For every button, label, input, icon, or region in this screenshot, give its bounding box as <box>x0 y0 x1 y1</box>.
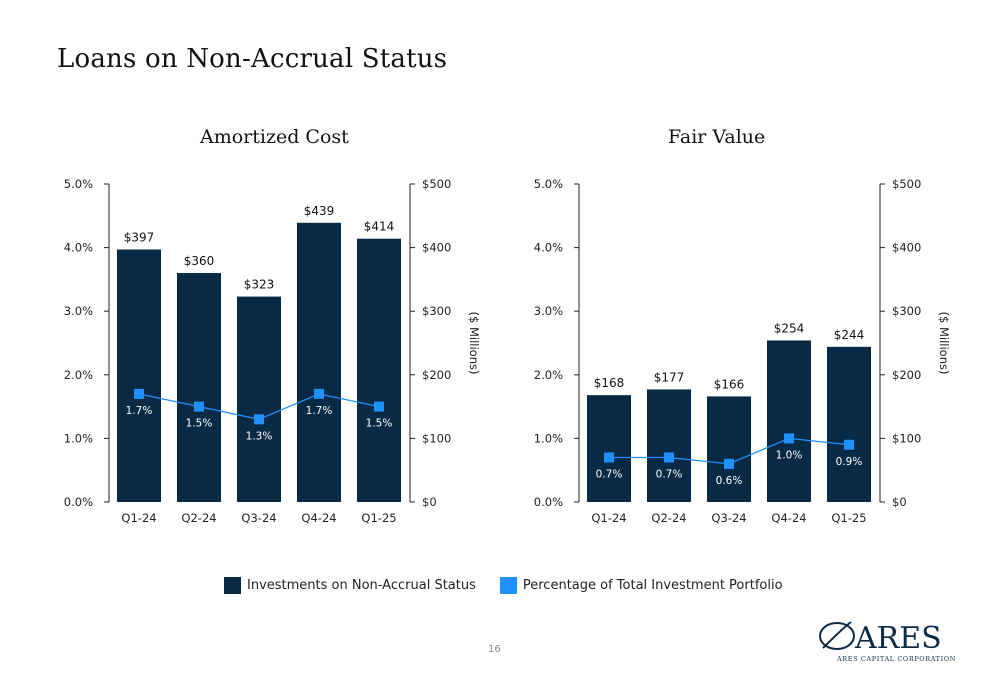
legend-swatch-bars <box>224 577 241 594</box>
chart2-bar-value-label: $166 <box>714 377 745 391</box>
ares-logo-mark-icon: ARES ARES CAPITAL CORPORATION <box>819 621 956 663</box>
chart1-bar-value-label: $323 <box>244 278 275 292</box>
chart1-category-label: Q3-24 <box>241 511 276 525</box>
logo-wordmark: ARES <box>854 621 942 656</box>
legend-label-line: Percentage of Total Investment Portfolio <box>522 578 783 593</box>
chart2-category-label: Q1-24 <box>591 511 626 525</box>
page-title: Loans on Non-Accrual Status <box>57 44 448 74</box>
chart1-right-tick-label: $200 <box>422 368 451 382</box>
chart-title-amortized-cost: Amortized Cost <box>200 126 349 148</box>
chart2-left-tick-label: 1.0% <box>534 431 563 445</box>
chart1-bar-value-label: $397 <box>124 231 155 245</box>
chart1-category-label: Q1-24 <box>121 511 156 525</box>
chart1-bar <box>177 273 221 502</box>
chart2-category-label: Q4-24 <box>771 511 806 525</box>
chart2-right-tick-label: $0 <box>892 495 907 509</box>
chart1-bar <box>357 238 401 503</box>
chart2-bar <box>767 340 811 502</box>
chart1-bar <box>117 249 161 502</box>
chart2-right-tick-label: $400 <box>892 241 921 255</box>
chart2-percentage-point <box>604 452 614 463</box>
chart2-percentage-label: 0.7% <box>656 468 683 480</box>
chart1-right-tick-label: $500 <box>422 177 451 191</box>
chart2-percentage-label: 0.7% <box>596 468 623 480</box>
chart1-left-tick-label: 2.0% <box>64 368 93 382</box>
chart1-bar-value-label: $414 <box>364 220 395 234</box>
chart1-bar <box>297 222 341 502</box>
ares-logo: ARES ARES CAPITAL CORPORATION <box>817 618 957 664</box>
chart1-right-axis-label: ($ Millions) <box>467 312 481 375</box>
legend-item-bars: Investments on Non-Accrual Status <box>224 577 476 594</box>
chart1-category-label: Q2-24 <box>181 511 216 525</box>
chart1-left-tick-label: 3.0% <box>64 304 93 318</box>
chart2-right-tick-label: $300 <box>892 304 921 318</box>
chart1-percentage-point <box>194 401 204 412</box>
chart1-left-tick-label: 5.0% <box>64 177 93 191</box>
chart2-bar-value-label: $168 <box>594 376 625 390</box>
chart1-percentage-point <box>314 388 324 399</box>
legend-swatch-line <box>499 577 517 594</box>
chart2-percentage-label: 0.6% <box>716 475 743 487</box>
chart2-left-tick-label: 5.0% <box>534 177 563 191</box>
chart2-bar-value-label: $254 <box>774 321 805 335</box>
chart2-percentage-label: 1.0% <box>776 449 803 461</box>
chart1-right-tick-label: $100 <box>422 431 451 445</box>
chart2-right-tick-label: $200 <box>892 368 921 382</box>
chart1-percentage-label: 1.5% <box>186 418 213 430</box>
chart1-percentage-label: 1.3% <box>246 430 273 442</box>
chart2-bar-value-label: $177 <box>654 370 685 384</box>
chart2-bar <box>647 389 691 502</box>
chart1-category-label: Q4-24 <box>301 511 336 525</box>
chart1-percentage-point <box>374 401 384 412</box>
logo-subtitle: ARES CAPITAL CORPORATION <box>836 655 956 663</box>
chart2-percentage-point <box>724 458 734 469</box>
chart2-right-tick-label: $500 <box>892 177 921 191</box>
chart1-left-tick-label: 4.0% <box>64 241 93 255</box>
chart2-category-label: Q2-24 <box>651 511 686 525</box>
chart1-right-tick-label: $300 <box>422 304 451 318</box>
chart1-left-tick-label: 1.0% <box>64 431 93 445</box>
chart1-percentage-point <box>254 414 264 425</box>
chart1-percentage-label: 1.5% <box>366 418 393 430</box>
legend-label-bars: Investments on Non-Accrual Status <box>247 578 476 593</box>
chart2-percentage-label: 0.9% <box>836 456 863 468</box>
chart1-right-tick-label: $0 <box>422 495 437 509</box>
chart-title-fair-value: Fair Value <box>668 126 766 148</box>
chart2-percentage-point <box>784 433 794 444</box>
chart1-bar <box>237 296 281 502</box>
chart2-right-axis-label: ($ Millions) <box>937 312 951 375</box>
chart1-category-label: Q1-25 <box>361 511 396 525</box>
legend: Investments on Non-Accrual Status Percen… <box>224 577 807 594</box>
chart1-percentage-point <box>134 388 144 399</box>
chart2-left-tick-label: 0.0% <box>534 495 563 509</box>
chart1-bar-value-label: $360 <box>184 254 215 268</box>
chart2-percentage-point <box>664 452 674 463</box>
chart2-right-tick-label: $100 <box>892 431 921 445</box>
chart2-percentage-point <box>844 439 854 450</box>
chart1-right-tick-label: $400 <box>422 241 451 255</box>
chart2-left-tick-label: 4.0% <box>534 241 563 255</box>
chart2-left-tick-label: 3.0% <box>534 304 563 318</box>
chart2-category-label: Q3-24 <box>711 511 746 525</box>
page-number: 16 <box>488 644 501 655</box>
chart1-percentage-label: 1.7% <box>126 405 153 417</box>
chart2-bar-value-label: $244 <box>834 328 865 342</box>
chart1-percentage-label: 1.7% <box>306 405 333 417</box>
chart2-category-label: Q1-25 <box>831 511 866 525</box>
chart1-bar-value-label: $439 <box>304 204 335 218</box>
legend-item-line: Percentage of Total Investment Portfolio <box>499 577 783 594</box>
chart2-bar <box>707 396 751 502</box>
chart2-bar <box>827 346 871 502</box>
chart1-left-tick-label: 0.0% <box>64 495 93 509</box>
chart2-left-tick-label: 2.0% <box>534 368 563 382</box>
chart2-bar <box>587 395 631 502</box>
